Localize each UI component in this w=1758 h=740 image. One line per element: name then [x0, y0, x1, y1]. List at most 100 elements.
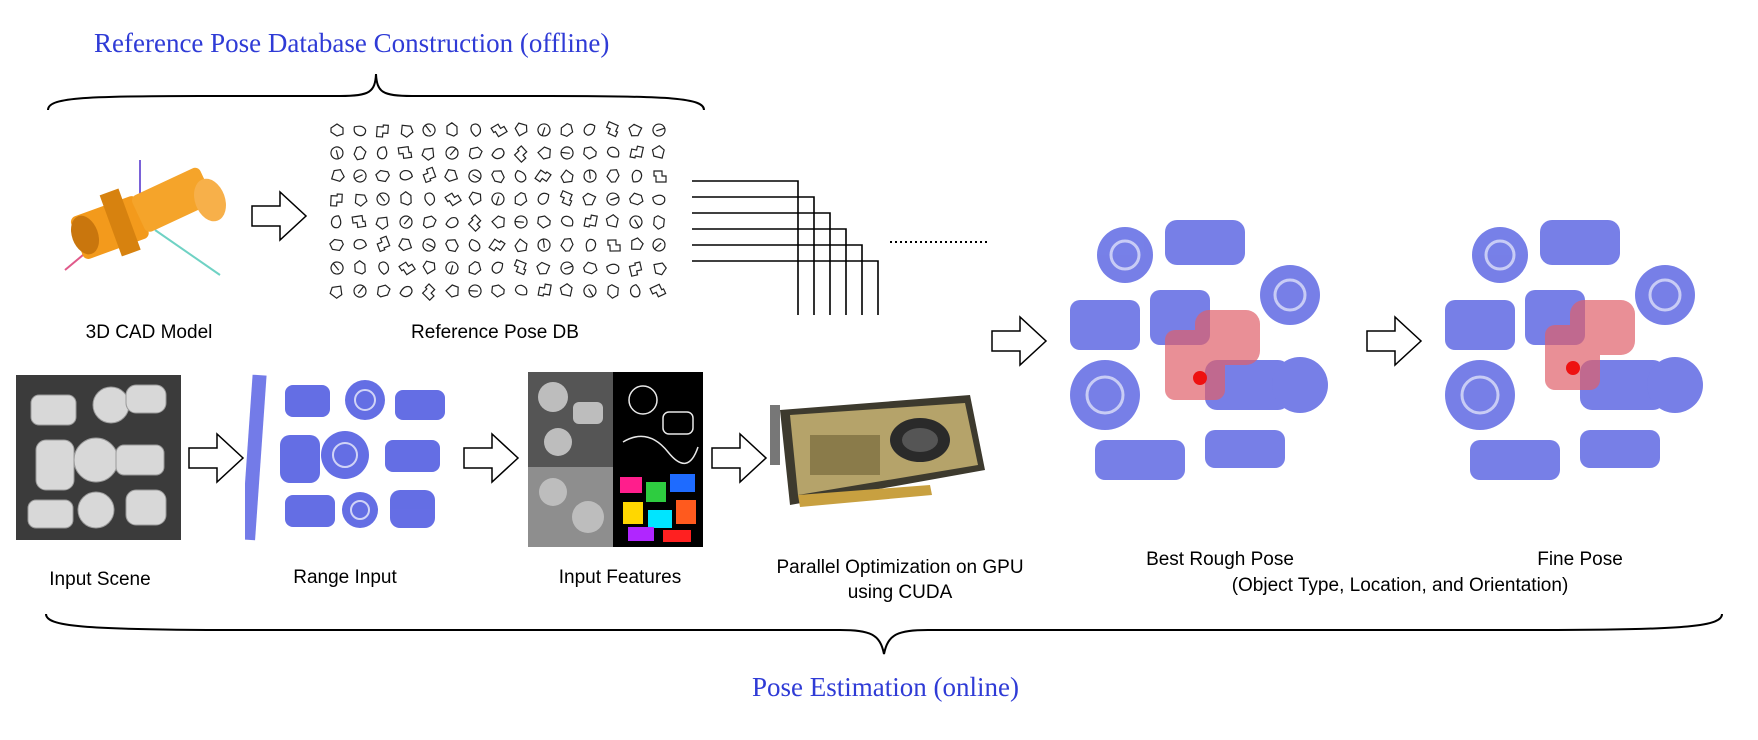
- pose-silhouette-glyph: [537, 283, 552, 297]
- pose-silhouette-glyph: [422, 238, 436, 252]
- pose-silhouette-glyph: [514, 284, 528, 296]
- pose-silhouette-glyph: [537, 192, 550, 205]
- gpu-image: [770, 395, 985, 507]
- pose-silhouette-glyph: [422, 166, 437, 184]
- fine-pose-image: [1445, 220, 1703, 480]
- pose-silhouette-glyph: [444, 169, 459, 183]
- pose-silhouette-glyph: [491, 215, 505, 229]
- pose-silhouette-glyph: [353, 125, 367, 137]
- pose-silhouette-glyph: [514, 215, 528, 229]
- pose-silhouette-glyph: [330, 168, 345, 182]
- pose-silhouette-glyph: [560, 215, 574, 227]
- pose-silhouette-glyph: [353, 146, 367, 161]
- pose-silhouette-glyph: [653, 215, 665, 230]
- pose-silhouette-glyph: [583, 146, 597, 160]
- pose-silhouette-glyph: [560, 146, 574, 160]
- arrow-to-rough-pose: [991, 315, 1048, 367]
- pose-silhouette-glyph: [652, 123, 666, 137]
- pose-silhouette-glyph: [629, 192, 644, 206]
- pose-silhouette-glyph: [468, 191, 482, 206]
- pose-silhouette-glyph: [653, 170, 667, 183]
- pose-silhouette-glyph: [375, 169, 390, 183]
- pose-silhouette-glyph: [629, 284, 641, 298]
- pose-silhouette-glyph: [376, 235, 391, 253]
- pose-silhouette-glyph: [513, 259, 527, 276]
- pose-silhouette-glyph: [606, 192, 620, 206]
- cad-model-caption: 3D CAD Model: [85, 322, 213, 343]
- pose-silhouette-glyph: [421, 147, 435, 161]
- pose-silhouette-glyph: [491, 170, 505, 184]
- pose-silhouette-glyph: [607, 239, 621, 252]
- reference-pose-db-image: [329, 120, 667, 302]
- pose-silhouette-glyph: [378, 261, 390, 275]
- pose-silhouette-glyph: [399, 215, 413, 229]
- pose-silhouette-glyph: [488, 238, 506, 252]
- arrow-features-to-gpu: [711, 432, 768, 484]
- pose-silhouette-glyph: [398, 261, 416, 276]
- pose-silhouette-glyph: [560, 261, 574, 275]
- pose-silhouette-glyph: [582, 192, 597, 206]
- pose-silhouette-glyph: [583, 169, 597, 183]
- pose-silhouette-glyph: [330, 123, 344, 137]
- pose-silhouette-glyph: [631, 169, 643, 183]
- pose-silhouette-glyph: [628, 261, 643, 277]
- offline-brace: [47, 73, 705, 111]
- pose-silhouette-glyph: [399, 169, 413, 181]
- pose-silhouette-glyph: [513, 145, 528, 164]
- arrow-rough-to-fine: [1366, 315, 1423, 367]
- pose-silhouette-glyph: [376, 284, 391, 298]
- pose-silhouette-glyph: [468, 261, 482, 275]
- pose-silhouette-glyph: [491, 261, 504, 274]
- pose-silhouette-glyph: [422, 215, 437, 229]
- pose-silhouette-glyph: [353, 238, 367, 250]
- pose-silhouette-glyph: [649, 283, 667, 298]
- input-scene-caption: Input Scene: [49, 569, 151, 590]
- pose-silhouette-glyph: [536, 261, 551, 275]
- range-input-caption: Range Input: [293, 567, 397, 588]
- pose-silhouette-glyph: [375, 124, 389, 138]
- pose-silhouette-glyph: [560, 123, 574, 137]
- pose-detail-caption: (Object Type, Location, and Orientation): [1231, 575, 1569, 596]
- pose-silhouette-glyph: [631, 237, 644, 250]
- pose-silhouette-glyph: [376, 192, 390, 206]
- input-features-image: [528, 372, 703, 547]
- pose-silhouette-glyph: [559, 189, 573, 207]
- pose-silhouette-glyph: [606, 169, 620, 183]
- pose-silhouette-glyph: [583, 123, 596, 136]
- pose-silhouette-glyph: [329, 238, 344, 252]
- pose-silhouette-glyph: [376, 146, 388, 160]
- pose-silhouette-glyph: [329, 285, 343, 299]
- pose-silhouette-glyph: [354, 193, 368, 207]
- pose-silhouette-glyph: [468, 284, 482, 298]
- pose-silhouette-glyph: [653, 262, 667, 276]
- gpu-caption: Parallel Optimization on GPU using CUDA: [776, 557, 1024, 603]
- pose-silhouette-glyph: [354, 260, 366, 275]
- pose-silhouette-glyph: [468, 169, 482, 183]
- pose-silhouette-glyph: [444, 192, 462, 207]
- pose-silhouette-glyph: [651, 145, 665, 159]
- pose-silhouette-glyph: [397, 145, 413, 160]
- pose-silhouette-glyph: [491, 284, 505, 298]
- pose-silhouette-glyph: [605, 214, 619, 228]
- pose-silhouette-glyph: [421, 283, 436, 302]
- pose-silhouette-glyph: [583, 261, 598, 275]
- pose-silhouette-glyph: [583, 284, 597, 298]
- arrow-cad-to-db: [251, 190, 308, 242]
- pose-silhouette-glyph: [629, 215, 643, 229]
- input-features-caption: Input Features: [558, 567, 682, 588]
- range-input-image: [245, 374, 445, 541]
- pose-silhouette-glyph: [353, 284, 367, 298]
- reference-db-caption: Reference Pose DB: [411, 322, 579, 343]
- pose-silhouette-glyph: [330, 261, 344, 275]
- pose-silhouette-glyph: [470, 123, 482, 137]
- pose-silhouette-glyph: [445, 217, 459, 229]
- pose-silhouette-glyph: [398, 238, 413, 252]
- best-rough-pose-image: [1070, 220, 1328, 480]
- arrow-scene-to-range: [188, 432, 245, 484]
- pose-silhouette-glyph: [606, 263, 620, 275]
- pose-silhouette-glyph: [629, 145, 645, 159]
- pose-silhouette-glyph: [605, 120, 619, 138]
- pose-silhouette-glyph: [468, 238, 481, 252]
- pose-silhouette-glyph: [652, 238, 666, 252]
- db-connector-lines: [692, 180, 990, 315]
